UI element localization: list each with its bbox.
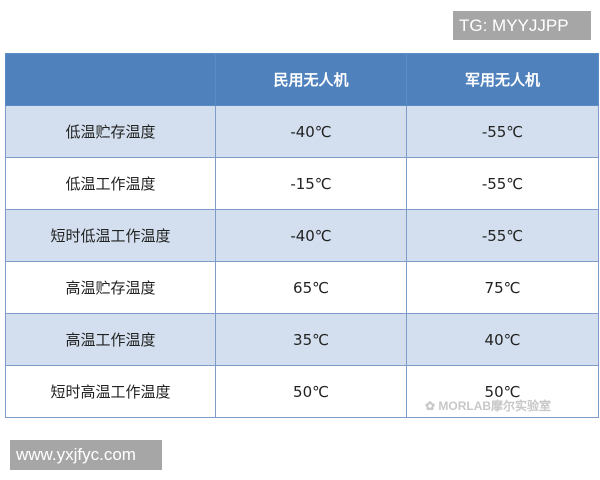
table-cell: -40℃ — [215, 209, 407, 262]
header-cell: 军用无人机 — [406, 53, 599, 106]
table-cell: 35℃ — [215, 313, 407, 366]
table-cell: -55℃ — [406, 105, 599, 158]
table-cell: 65℃ — [215, 261, 407, 314]
header-row: 民用无人机 军用无人机 — [5, 53, 599, 106]
table-cell: -55℃ — [406, 157, 599, 210]
table-cell: 50℃ — [215, 365, 407, 418]
table-cell: 短时高温工作温度 — [5, 365, 216, 418]
header-cell: 民用无人机 — [215, 53, 407, 106]
tg-label: TG: MYYJJPP — [453, 11, 591, 40]
table-cell: 75℃ — [406, 261, 599, 314]
table-row: 低温贮存温度 -40℃ -55℃ — [5, 105, 599, 158]
site-label: www.yxjfyc.com — [10, 440, 162, 470]
table-row: 高温工作温度 35℃ 40℃ — [5, 313, 599, 366]
table-row: 低温工作温度 -15℃ -55℃ — [5, 157, 599, 210]
table-row: 短时高温工作温度 50℃ 50℃ — [5, 365, 599, 418]
table-cell: -15℃ — [215, 157, 407, 210]
table-cell: 高温贮存温度 — [5, 261, 216, 314]
watermark-text: MORLAB摩尔实验室 — [438, 399, 552, 413]
table-cell: 低温贮存温度 — [5, 105, 216, 158]
table-cell: 高温工作温度 — [5, 313, 216, 366]
table-row: 短时低温工作温度 -40℃ -55℃ — [5, 209, 599, 262]
table-cell: -55℃ — [406, 209, 599, 262]
table-cell: 50℃ — [406, 365, 599, 418]
table-cell: 40℃ — [406, 313, 599, 366]
table-cell: 短时低温工作温度 — [5, 209, 216, 262]
table-row: 高温贮存温度 65℃ 75℃ — [5, 261, 599, 314]
wechat-icon: ✿ — [425, 399, 439, 413]
table-cell: 低温工作温度 — [5, 157, 216, 210]
header-cell — [5, 53, 216, 106]
table-cell: -40℃ — [215, 105, 407, 158]
temperature-table: 民用无人机 军用无人机 低温贮存温度 -40℃ -55℃ 低温工作温度 -15℃ -55℃… — [5, 53, 599, 418]
watermark: ✿ MORLAB摩尔实验室 — [425, 397, 551, 414]
